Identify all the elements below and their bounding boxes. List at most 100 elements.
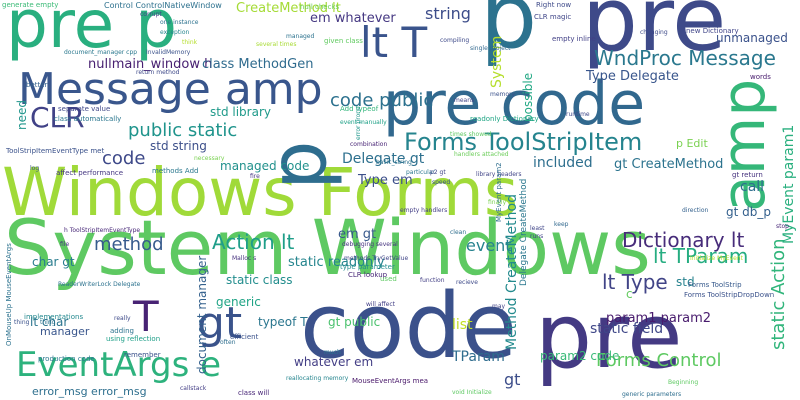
- word: class automatically: [54, 115, 122, 123]
- word: speed: [432, 179, 451, 186]
- word: Delegate CreateMethod: [519, 178, 529, 286]
- word: managed: [286, 33, 315, 40]
- word: Action lt: [212, 230, 295, 254]
- word: basic_string: [376, 159, 412, 166]
- word: code: [300, 274, 518, 379]
- word: std library: [210, 105, 271, 119]
- word: lt Type: [602, 270, 668, 294]
- word: static class: [226, 273, 293, 287]
- word: efficient: [230, 333, 259, 341]
- word: Forms ToolStripItem: [404, 128, 643, 156]
- word: memory: [490, 91, 516, 98]
- word: particular: [406, 169, 435, 176]
- word: gt db_p: [726, 205, 771, 219]
- word: ToolStripItemEventType met: [6, 147, 105, 155]
- word: Dictionary lt: [622, 228, 745, 252]
- word: string: [425, 4, 471, 23]
- word: Forms ToolStripDropDown: [684, 291, 775, 299]
- word: EventArgs e: [16, 345, 222, 385]
- word: null checks: [300, 3, 340, 11]
- word: much: [324, 349, 341, 356]
- word: single project: [470, 45, 511, 52]
- word: TParam: [452, 349, 505, 365]
- word: Forms ToolStrip: [688, 281, 742, 289]
- word: event manually: [340, 119, 387, 126]
- word: handlers attached: [454, 151, 509, 158]
- word: code public: [330, 90, 434, 111]
- word: document_manager cpp: [64, 49, 138, 56]
- word: nullmain_window h: [88, 57, 213, 72]
- word: affect performance: [56, 169, 124, 177]
- word: will affect: [366, 301, 395, 308]
- word: corrupt: [140, 11, 162, 18]
- word: System: [489, 35, 505, 88]
- word: gt return: [732, 171, 763, 179]
- word: p: [480, 0, 538, 69]
- word: one instance: [160, 19, 199, 26]
- word: lt T: [360, 18, 428, 67]
- word: h ToolStripItemEventType: [64, 227, 141, 234]
- word: ReaderWriterLock Delegate: [58, 281, 141, 288]
- word: param2 code: [540, 349, 620, 363]
- word: public static: [128, 120, 238, 141]
- word: lt TParam: [653, 244, 749, 268]
- word: Message amp: [18, 64, 323, 115]
- word: MyEvent param2: [495, 162, 503, 222]
- word: Add typeof: [340, 105, 379, 113]
- word: readonly Dictionary: [470, 115, 539, 123]
- word: generate empty: [2, 1, 59, 9]
- word: method: [94, 234, 164, 255]
- word: std string: [150, 139, 207, 153]
- word: often: [220, 339, 236, 346]
- word: managed code: [220, 159, 310, 173]
- word: runs: [530, 233, 544, 240]
- word: em gt: [338, 227, 377, 242]
- word: adding: [110, 327, 135, 335]
- word: error prone: [355, 106, 362, 140]
- word: empty handlers: [400, 207, 448, 214]
- word: Right now: [536, 1, 572, 9]
- word: pre: [535, 284, 683, 389]
- word: error_msg error_msg: [32, 385, 147, 398]
- word: compiling: [440, 37, 470, 44]
- word: debugging several: [342, 241, 398, 248]
- word: p Edit: [676, 137, 708, 150]
- word: included: [533, 155, 593, 171]
- word: direction: [682, 207, 709, 214]
- word: em whatever: [310, 11, 396, 26]
- word: static readonly: [288, 255, 385, 270]
- word: document manager: [195, 255, 209, 374]
- word: Forms Control: [596, 350, 722, 371]
- word: param1 param2: [606, 311, 712, 326]
- word: pre code: [383, 69, 646, 139]
- word: MouseEventArgs mea: [352, 377, 429, 385]
- word: log: [30, 165, 40, 172]
- word: type parameter: [340, 263, 395, 271]
- word: Delegate gt: [342, 151, 425, 167]
- word: recieve: [456, 279, 478, 286]
- word: combination: [350, 141, 388, 148]
- word: InvalidMemory: [146, 49, 191, 56]
- word: generic parameters: [622, 391, 682, 398]
- word: Control ControlNativeWindow: [104, 1, 222, 10]
- word: lt char: [30, 315, 69, 329]
- word: gt public: [328, 315, 381, 329]
- word: new Dictionary: [686, 27, 739, 35]
- word: p2 gt: [430, 169, 446, 176]
- word: may: [492, 303, 506, 310]
- word: Type em: [358, 173, 413, 188]
- word: methods TryGetValue: [344, 255, 409, 262]
- word: char gt: [32, 255, 75, 269]
- word: pre p: [6, 0, 178, 63]
- word: call: [740, 179, 765, 195]
- word: reallocating memory: [286, 375, 349, 382]
- word: generic: [216, 295, 261, 309]
- word: runtime: [566, 111, 590, 118]
- word: manager: [40, 325, 90, 338]
- word: thing: [14, 319, 30, 326]
- word: function: [420, 277, 445, 284]
- word: list: [452, 317, 473, 333]
- word: Initialize MyEvent: [690, 255, 743, 262]
- word: clean: [450, 229, 467, 236]
